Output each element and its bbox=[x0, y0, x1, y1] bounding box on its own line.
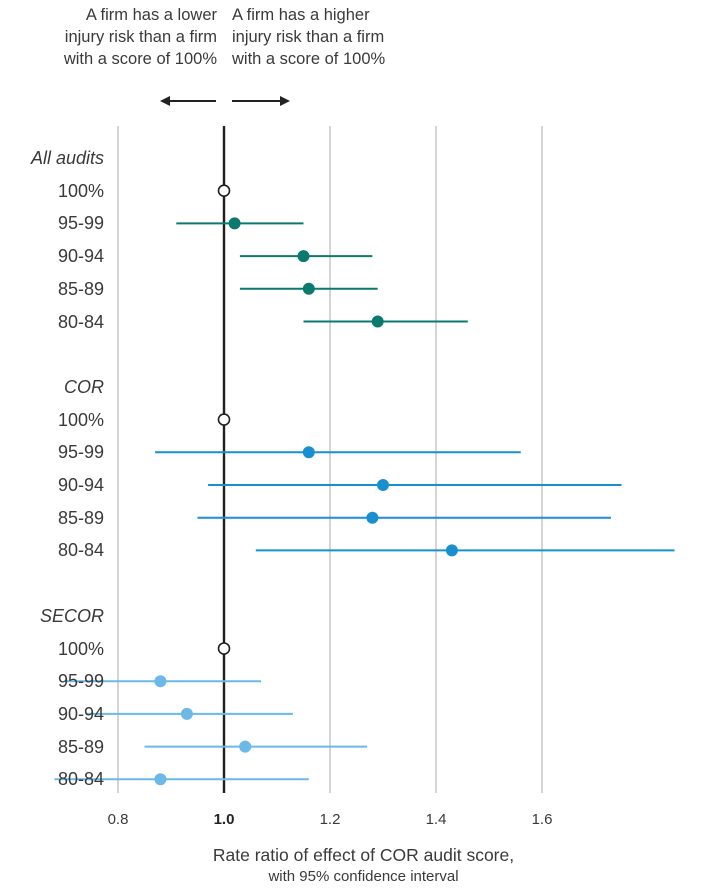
reference-point bbox=[217, 642, 231, 655]
x-tick-label: 1.4 bbox=[425, 811, 447, 828]
row-label: 95-99 bbox=[57, 442, 104, 463]
gridlines bbox=[117, 126, 543, 793]
row-label: 80-84 bbox=[57, 769, 104, 790]
rate-ratio-point bbox=[377, 479, 389, 491]
row-label: 80-84 bbox=[57, 540, 104, 561]
reference-point bbox=[217, 413, 231, 426]
lower-risk-note: A firm has a lower injury risk than a fi… bbox=[64, 4, 217, 70]
rate-ratio-point bbox=[228, 217, 241, 230]
rate-ratio-point bbox=[239, 740, 252, 753]
row-label: 85-89 bbox=[57, 507, 104, 528]
reference-point bbox=[217, 184, 231, 197]
higher-risk-note-line: with a score of 100% bbox=[232, 50, 386, 68]
x-tick-label: 1.0 bbox=[213, 811, 235, 828]
rate-ratio-point bbox=[302, 446, 315, 459]
x-tick-label: 1.2 bbox=[319, 811, 341, 828]
higher-risk-note-line: injury risk than a firm bbox=[232, 28, 385, 46]
x-axis-label: Rate ratio of effect of COR audit score, bbox=[212, 845, 515, 865]
chart-marks bbox=[54, 126, 675, 793]
x-tick-label: 1.6 bbox=[531, 811, 553, 828]
row-label: 100% bbox=[57, 180, 104, 201]
x-tick-label: 0.8 bbox=[107, 811, 129, 828]
lower-risk-note-line: injury risk than a firm bbox=[64, 28, 217, 46]
lower-risk-note-line: A firm has a lower bbox=[85, 6, 217, 24]
row-label: 95-99 bbox=[57, 671, 104, 692]
rate-ratio-point bbox=[154, 773, 167, 786]
rate-ratio-point bbox=[297, 250, 310, 263]
higher-risk-note-line: A firm has a higher bbox=[232, 6, 370, 24]
rate-ratio-point bbox=[371, 315, 384, 328]
row-label: 85-89 bbox=[57, 278, 104, 299]
group-heading: All audits bbox=[30, 148, 104, 168]
rate-ratio-point bbox=[302, 282, 315, 295]
lower-risk-note-line: with a score of 100% bbox=[63, 50, 217, 68]
row-label: 90-94 bbox=[57, 703, 104, 724]
group-heading: COR bbox=[64, 376, 104, 397]
x-axis-title: Rate ratio of effect of COR audit score,… bbox=[0, 843, 727, 887]
rate-ratio-point bbox=[445, 544, 458, 557]
row-label: 95-99 bbox=[57, 213, 104, 234]
row-label: 90-94 bbox=[57, 475, 104, 495]
row-label: 85-89 bbox=[57, 736, 104, 757]
group-heading: SECOR bbox=[39, 605, 104, 626]
row-label: 100% bbox=[57, 409, 104, 430]
rate-ratio-point bbox=[154, 675, 167, 688]
higher-risk-note: A firm has a higher injury risk than a f… bbox=[232, 4, 385, 70]
row-label: 90-94 bbox=[57, 246, 104, 267]
x-axis-sublabel: with 95% confidence interval bbox=[268, 868, 459, 885]
rate-ratio-point bbox=[366, 511, 379, 524]
row-label: 80-84 bbox=[57, 311, 104, 332]
rate-ratio-point bbox=[180, 707, 193, 720]
row-label: 100% bbox=[57, 638, 104, 659]
